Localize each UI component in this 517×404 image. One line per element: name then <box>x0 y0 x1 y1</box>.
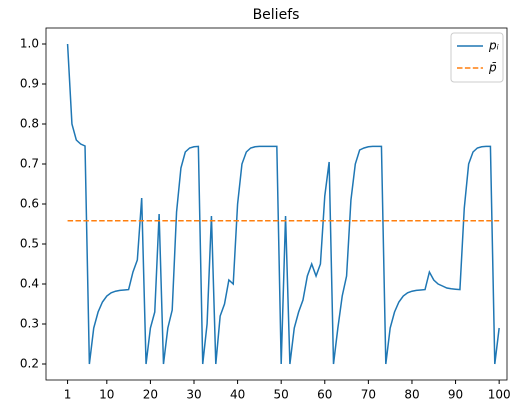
x-tick-label: 10 <box>99 388 114 402</box>
x-tick-label: 1 <box>64 388 72 402</box>
y-tick-label: 0.8 <box>20 117 39 131</box>
x-tick-label: 20 <box>143 388 158 402</box>
legend-label: p̄ <box>488 61 497 75</box>
y-tick-label: 0.2 <box>20 357 39 371</box>
x-tick-label: 40 <box>230 388 245 402</box>
legend-label: pᵢ <box>488 39 499 53</box>
x-tick-label: 30 <box>186 388 201 402</box>
x-tick-label: 100 <box>488 388 511 402</box>
plot-frame <box>45 27 508 381</box>
x-tick-label: 80 <box>404 388 419 402</box>
y-tick-label: 1.0 <box>20 37 39 51</box>
x-tick-label: 60 <box>317 388 332 402</box>
y-tick-label: 0.3 <box>20 317 39 331</box>
chart-title: Beliefs <box>253 7 300 23</box>
y-tick-label: 0.4 <box>20 277 39 291</box>
y-tick-label: 0.7 <box>20 157 39 171</box>
x-tick-label: 50 <box>274 388 289 402</box>
y-tick-label: 0.9 <box>20 77 39 91</box>
x-tick-label: 90 <box>448 388 463 402</box>
series-line <box>66 43 500 365</box>
x-tick-label: 70 <box>361 388 376 402</box>
y-tick-label: 0.5 <box>20 237 39 251</box>
y-tick-label: 0.6 <box>20 197 39 211</box>
